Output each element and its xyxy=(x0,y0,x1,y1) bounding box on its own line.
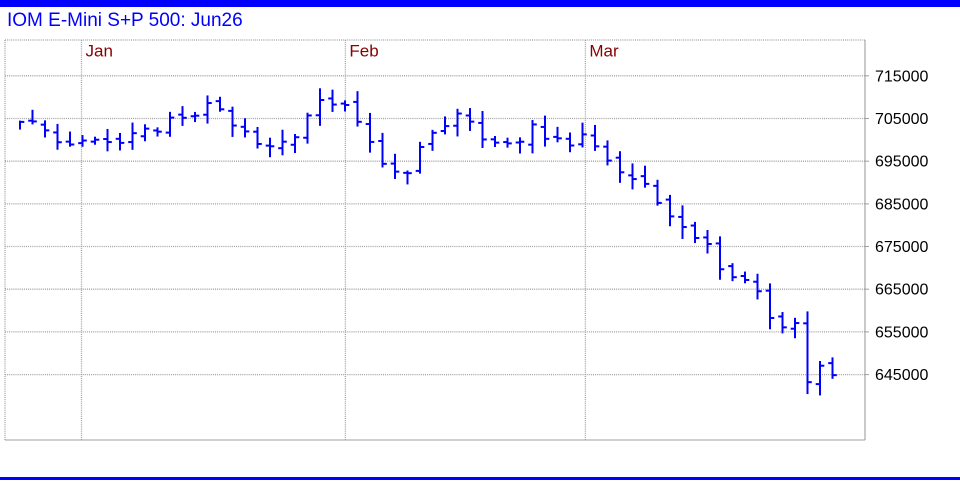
svg-text:715000: 715000 xyxy=(875,68,928,85)
svg-text:685000: 685000 xyxy=(875,196,928,213)
svg-text:645000: 645000 xyxy=(875,367,928,384)
svg-text:705000: 705000 xyxy=(875,111,928,128)
svg-text:Feb: Feb xyxy=(349,42,378,61)
svg-text:Jan: Jan xyxy=(86,42,113,61)
svg-text:Mar: Mar xyxy=(589,42,619,61)
svg-text:675000: 675000 xyxy=(875,239,928,256)
svg-text:655000: 655000 xyxy=(875,324,928,341)
svg-text:665000: 665000 xyxy=(875,282,928,299)
svg-text:695000: 695000 xyxy=(875,154,928,171)
